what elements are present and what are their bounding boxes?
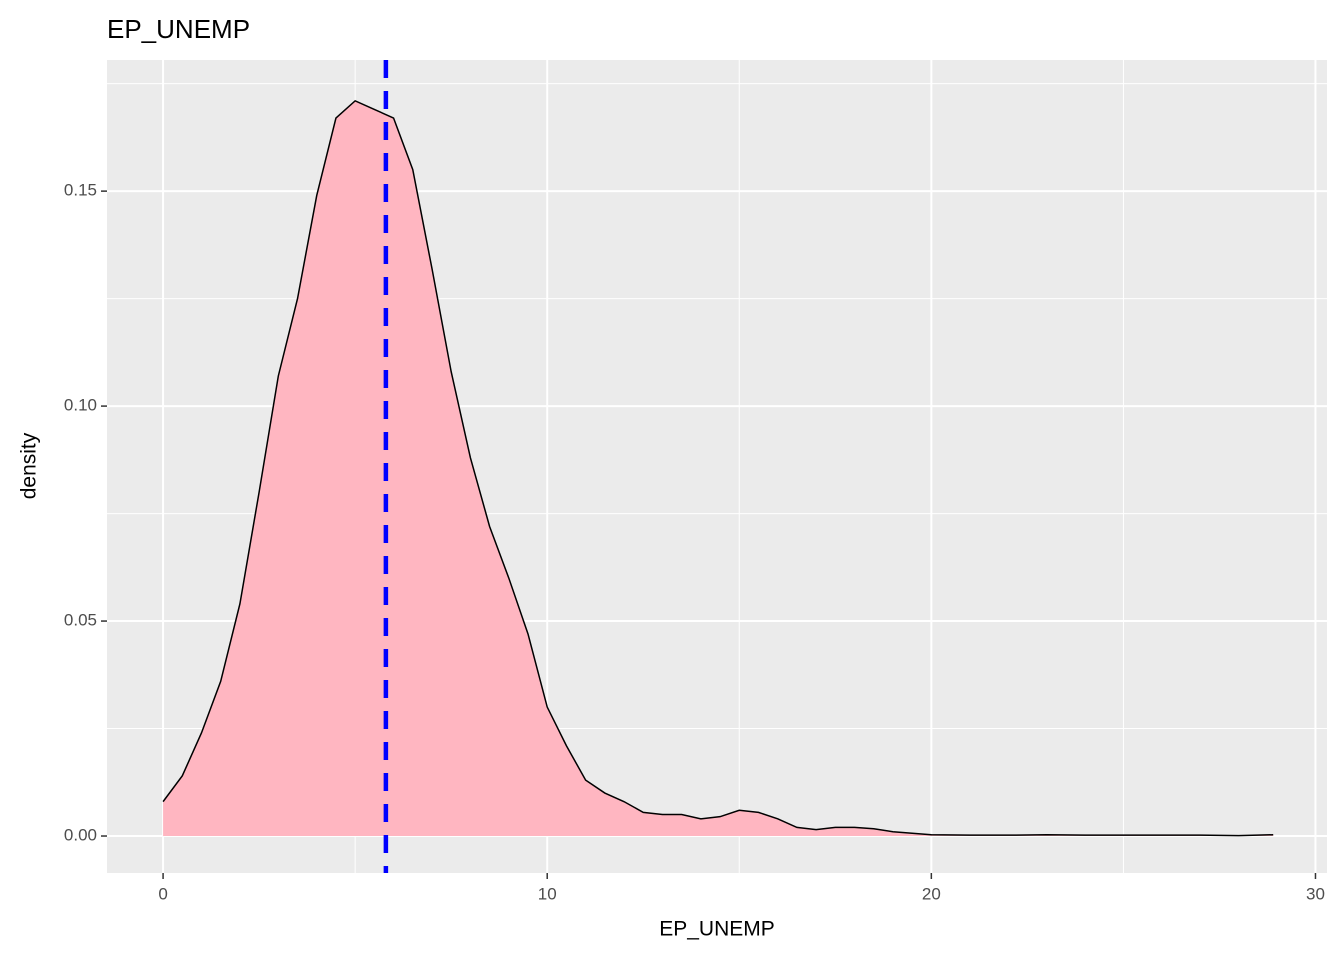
x-tick-label: 0 (158, 884, 167, 903)
y-tick-label: 0.00 (64, 826, 97, 845)
y-axis-label: density (18, 432, 41, 499)
density-area (163, 100, 1274, 837)
y-tick-label: 0.05 (64, 611, 97, 630)
y-tick-label: 0.15 (64, 181, 97, 200)
x-tick-label: 10 (538, 884, 557, 903)
x-tick-label: 20 (922, 884, 941, 903)
y-tick-label: 0.10 (64, 396, 97, 415)
density-line (162, 99, 1274, 837)
chart-title: EP_UNEMP (107, 14, 250, 44)
x-axis-label: EP_UNEMP (659, 918, 775, 941)
x-tick-label: 30 (1306, 884, 1325, 903)
